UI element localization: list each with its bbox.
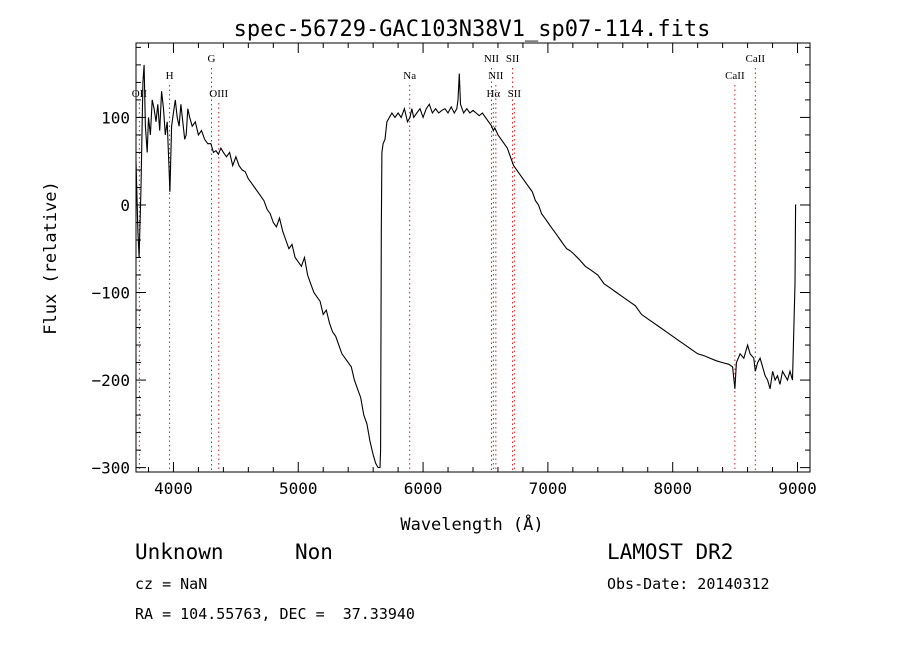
spectral-line-label: NII [484, 53, 500, 65]
spectral-line-label: SII [506, 53, 520, 65]
x-tick-label: 4000 [154, 479, 193, 498]
coordinates: RA = 104.55763, DEC = 37.33940 [135, 605, 415, 623]
spectral-line-label: Na [403, 70, 416, 82]
chart-title: spec-56729-GAC103N38V1_sp07-114.fits [234, 17, 711, 42]
y-tick-label: 0 [120, 196, 130, 215]
observation-date: Obs-Date: 20140312 [607, 575, 770, 593]
spectral-subclass: Non [295, 540, 333, 564]
spectral-line-label: G [208, 53, 216, 65]
survey-label: LAMOST DR2 [607, 540, 734, 564]
redshift-value: cz = NaN [135, 575, 208, 593]
spectral-line-label: SII [508, 88, 522, 100]
spectral-class: Unknown [135, 540, 224, 564]
spectral-line-label: CaII [725, 70, 745, 82]
x-axis-ticks: 4000 5000 6000 7000 8000 9000 [147, 43, 817, 498]
y-axis-ticks: 100 0 −100 −200 −300 [91, 46, 810, 478]
x-axis-label: Wavelength (Å) [400, 513, 543, 535]
spectral-line-label: Hα [486, 88, 500, 100]
x-tick-label: 7000 [529, 479, 568, 498]
x-tick-label: 5000 [279, 479, 318, 498]
x-tick-label: 8000 [653, 479, 692, 498]
x-tick-label: 9000 [778, 479, 817, 498]
spectral-line-label: NII [488, 70, 504, 82]
spectral-line-label: CaII [746, 53, 766, 65]
spectral-line-label: H [166, 70, 174, 82]
y-axis-label: Flux (relative) [41, 181, 61, 335]
x-tick-label: 6000 [404, 479, 443, 498]
spectrum-series-line [135, 64, 797, 469]
y-tick-label: −100 [91, 284, 130, 303]
y-tick-label: −300 [91, 459, 130, 478]
y-tick-label: 100 [101, 108, 130, 127]
plot-frame [135, 42, 811, 473]
spectral-line-label: OIII [209, 88, 228, 100]
y-tick-label: −200 [91, 371, 130, 390]
